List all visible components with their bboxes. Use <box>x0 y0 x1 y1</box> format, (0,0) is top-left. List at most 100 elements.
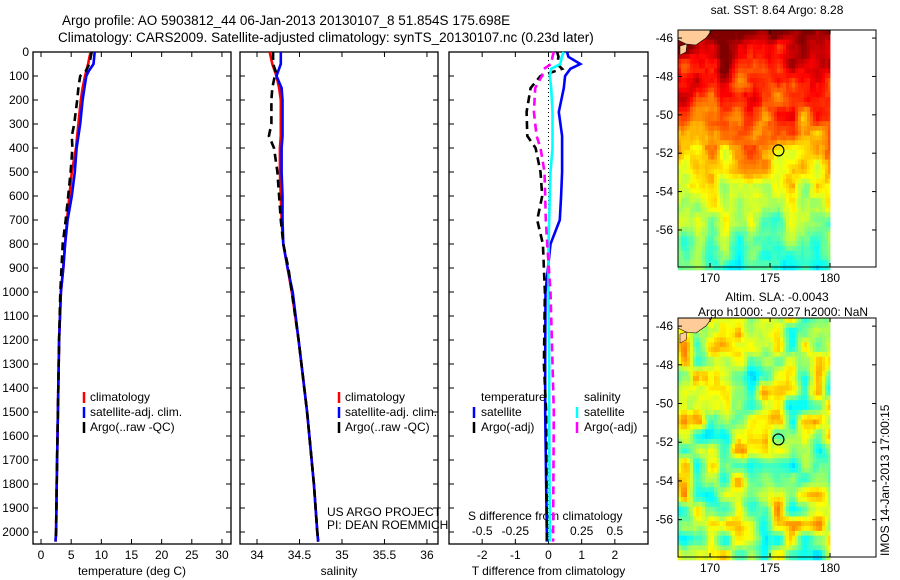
map-cell <box>699 78 703 84</box>
map-cell <box>825 164 829 170</box>
map-cell <box>702 126 706 132</box>
map-cell <box>693 434 697 440</box>
map-cell <box>702 236 706 242</box>
map-cell <box>780 429 784 435</box>
map-cell <box>786 477 790 483</box>
map-cell <box>828 231 831 237</box>
map-2-field <box>678 318 831 561</box>
map-cell <box>726 97 730 103</box>
map-cell <box>726 188 730 194</box>
map-cell <box>744 347 748 353</box>
map-cell <box>714 226 718 232</box>
map-cell <box>780 492 784 498</box>
map-cell <box>768 342 772 348</box>
map-cell <box>717 521 721 527</box>
map-cell <box>822 39 826 45</box>
map-cell <box>726 121 730 127</box>
map-cell <box>801 260 805 266</box>
map-cell <box>762 30 766 36</box>
map-cell <box>717 487 721 493</box>
map-cell <box>771 73 775 79</box>
map-cell <box>684 487 688 493</box>
map-cell <box>726 482 730 488</box>
map-cell <box>765 145 769 151</box>
map-cell <box>801 197 805 204</box>
map-cell <box>684 260 688 266</box>
map-cell <box>741 550 745 556</box>
map-cell <box>786 347 790 353</box>
map-cell <box>774 68 778 74</box>
map-cell <box>690 477 694 483</box>
map-cell <box>732 58 736 64</box>
map-cell <box>810 149 814 156</box>
map-cell <box>711 356 715 362</box>
map-cell <box>741 361 745 367</box>
map-cell <box>738 130 742 136</box>
map-cell <box>726 439 730 445</box>
map-cell <box>786 463 790 469</box>
map-cell <box>744 448 748 454</box>
map-cell <box>801 555 805 561</box>
map-cell <box>708 126 712 132</box>
map-cell <box>783 545 787 551</box>
map-cell <box>774 193 778 199</box>
map-cell <box>714 521 718 527</box>
map-cell <box>789 111 793 117</box>
map-cell <box>741 347 745 353</box>
map-cell <box>720 419 724 425</box>
map-cell <box>690 506 694 512</box>
map-cell <box>807 106 811 112</box>
map-cell <box>738 482 742 488</box>
map-cell <box>723 217 727 223</box>
map-cell <box>726 260 730 266</box>
map-cell <box>771 405 775 411</box>
map-cell <box>702 188 706 194</box>
map-cell <box>708 221 712 228</box>
map-cell <box>684 521 688 527</box>
map-cell <box>825 135 829 141</box>
map-cell <box>705 443 709 449</box>
map-cell <box>717 482 721 488</box>
map-cell <box>741 173 745 180</box>
map-cell <box>738 347 742 353</box>
map-cell <box>723 535 727 541</box>
map-cell <box>723 34 727 40</box>
map-cell <box>807 385 811 391</box>
map-cell <box>786 111 790 117</box>
map-cell <box>723 149 727 156</box>
map-cell <box>783 68 787 74</box>
map-cell <box>678 116 682 122</box>
map-cell <box>696 173 700 180</box>
map-cell <box>735 477 739 483</box>
map-cell <box>753 245 757 252</box>
map-cell <box>744 429 748 435</box>
map-cell <box>720 395 724 401</box>
map-cell <box>828 30 831 36</box>
map-cell <box>735 443 739 449</box>
map-cell <box>765 30 769 36</box>
map-cell <box>798 356 802 362</box>
map-cell <box>804 385 808 391</box>
map-cell <box>804 482 808 488</box>
map-cell <box>744 260 748 266</box>
map-cell <box>723 545 727 551</box>
map-cell <box>759 482 763 488</box>
map-cell <box>714 78 718 84</box>
map-cell <box>723 405 727 411</box>
map-cell <box>804 135 808 141</box>
map-cell <box>795 390 799 396</box>
map-cell <box>792 265 796 271</box>
map-cell <box>795 555 799 561</box>
map-cell <box>699 226 703 232</box>
map-cell <box>747 366 751 372</box>
lat-tick-label: -48 <box>656 69 674 83</box>
x-tick-label: 35.5 <box>373 548 397 562</box>
map-cell <box>717 332 721 338</box>
map-cell <box>693 82 697 88</box>
map-cell <box>717 327 721 333</box>
map-cell <box>681 458 685 464</box>
map-cell <box>768 188 772 194</box>
map-cell <box>792 78 796 84</box>
map-cell <box>735 97 739 103</box>
map-cell <box>798 217 802 223</box>
